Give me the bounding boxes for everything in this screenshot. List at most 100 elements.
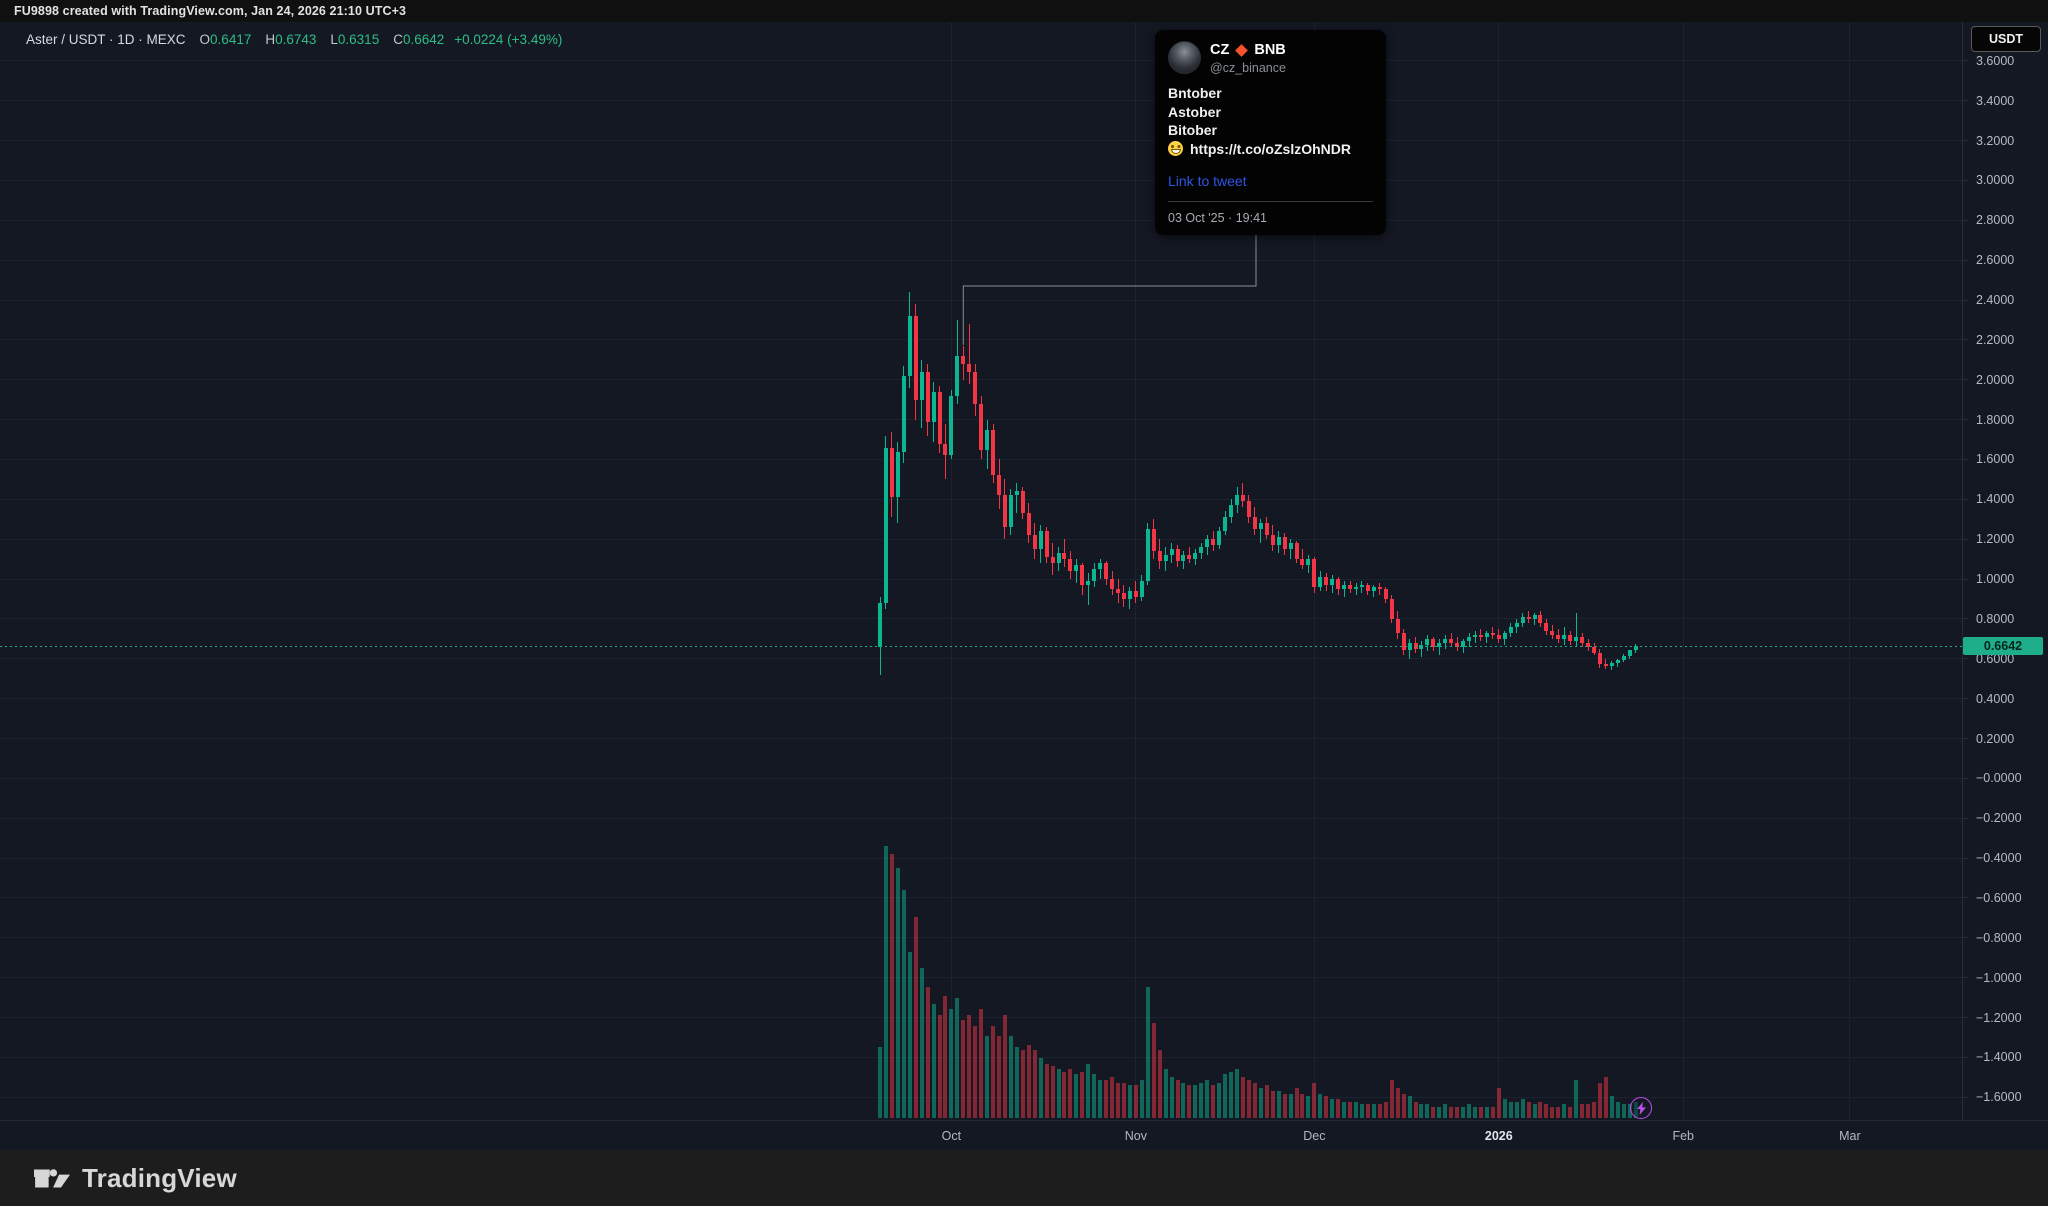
- candle-body: [1496, 634, 1501, 639]
- volume-bar: [1068, 1069, 1073, 1118]
- chart-canvas[interactable]: [0, 22, 1962, 1150]
- volume-bar: [1044, 1063, 1049, 1118]
- volume-bar: [1597, 1082, 1602, 1118]
- candle-body: [1032, 535, 1037, 550]
- volume-bar: [1580, 1104, 1585, 1118]
- link-to-tweet[interactable]: Link to tweet: [1168, 173, 1247, 189]
- candle-body: [1633, 646, 1638, 651]
- volume-bar: [1246, 1079, 1251, 1118]
- candle-wick: [1355, 583, 1357, 595]
- price-tick-label: −1.4000: [1976, 1050, 2022, 1065]
- change-readout: +0.0224 (+3.49%): [454, 32, 563, 47]
- candle-body: [1502, 632, 1507, 639]
- candle-body: [979, 403, 984, 450]
- volume-bar: [1556, 1107, 1561, 1118]
- grid-line-horizontal: [0, 698, 1962, 700]
- chart-area[interactable]: 3.6000 3.4000 3.2000 3.0000 2.8000 2.6000 2.40…: [0, 22, 2048, 1151]
- tradingview-logo[interactable]: TradingView: [34, 1163, 237, 1194]
- price-tick-mark: [1963, 1017, 1968, 1019]
- volume-bar: [943, 995, 948, 1118]
- grid-line-horizontal: [0, 60, 1962, 62]
- ohlc-close: C0.6642: [393, 32, 445, 47]
- candle-body: [1330, 579, 1335, 586]
- candle-body: [1193, 553, 1198, 560]
- volume-bar: [1294, 1088, 1299, 1118]
- volume-bar: [1496, 1088, 1501, 1118]
- time-axis-label: Feb: [1672, 1129, 1695, 1143]
- volume-bar: [1038, 1058, 1043, 1118]
- volume-bar: [1354, 1101, 1358, 1118]
- volume-bar: [1615, 1101, 1620, 1118]
- candle-body: [1240, 495, 1245, 502]
- grid-line-horizontal: [0, 219, 1962, 221]
- grid-line-horizontal: [0, 977, 1962, 979]
- volume-bar: [1121, 1082, 1126, 1118]
- grid-line-horizontal: [0, 738, 1962, 740]
- volume-bar: [1116, 1082, 1120, 1118]
- volume-bar: [1270, 1090, 1275, 1118]
- volume-bar: [1538, 1101, 1543, 1118]
- candle-body: [1371, 587, 1376, 592]
- candle-body: [1324, 577, 1329, 586]
- price-axis[interactable]: 3.6000 3.4000 3.2000 3.0000 2.8000 2.6000 2.40…: [1962, 22, 2048, 1120]
- currency-toggle-button[interactable]: USDT: [1971, 26, 2041, 52]
- candle-body: [1288, 543, 1293, 550]
- volume-bar: [889, 854, 894, 1118]
- price-tick-mark: [1963, 498, 1968, 500]
- price-tick-label: 3.6000: [1976, 53, 2015, 68]
- volume-bar: [1443, 1104, 1448, 1118]
- volume-bar: [1401, 1093, 1406, 1118]
- volume-bar: [1098, 1079, 1103, 1118]
- volume-bar: [919, 968, 924, 1118]
- candle-body: [1127, 591, 1132, 599]
- candle-body: [1478, 634, 1483, 637]
- tweet-text-line: Bitober: [1168, 122, 1217, 138]
- volume-bar: [1020, 1050, 1025, 1118]
- candle-body: [1514, 622, 1519, 627]
- volume-bar: [1092, 1074, 1097, 1118]
- candle-body: [985, 429, 990, 450]
- tweet-url[interactable]: https://t.co/oZslzOhNDR: [1190, 140, 1351, 157]
- candle-body: [1080, 565, 1085, 586]
- candle-body: [1092, 569, 1097, 582]
- candle-body: [1175, 549, 1180, 562]
- volume-bar: [1609, 1096, 1614, 1118]
- candle-body: [1050, 557, 1055, 564]
- candle-body: [1342, 585, 1347, 590]
- candle-body: [991, 429, 996, 476]
- watermark-text: FU9898 created with TradingView.com, Jan…: [14, 4, 407, 18]
- price-tick-label: 1.2000: [1976, 532, 2015, 547]
- candle-body: [1431, 638, 1436, 647]
- price-tick-mark: [1963, 817, 1968, 819]
- volume-bar: [1586, 1104, 1591, 1118]
- lightning-marker-icon[interactable]: [1630, 1097, 1652, 1119]
- candle-body: [943, 443, 948, 456]
- volume-bar: [979, 1009, 984, 1118]
- volume-bar: [1282, 1093, 1287, 1118]
- volume-bar: [1336, 1098, 1341, 1118]
- tradingview-logo-icon: [34, 1168, 70, 1187]
- price-tick-mark: [1963, 897, 1968, 899]
- price-tick-mark: [1963, 179, 1968, 181]
- symbol-title[interactable]: Aster / USDT · 1D · MEXC: [26, 32, 186, 47]
- last-price-label: 0.6642: [1963, 637, 2043, 655]
- tweet-body: Bntober Astober Bitober https://t.co/oZs…: [1168, 84, 1373, 158]
- volume-bar: [1240, 1077, 1245, 1118]
- price-tick-label: 1.4000: [1976, 492, 2015, 507]
- volume-bar: [931, 1003, 936, 1118]
- volume-bar: [1050, 1066, 1055, 1118]
- time-axis[interactable]: Oct Nov Dec 2026 Feb Mar: [0, 1120, 2048, 1151]
- tweet-annotation-tooltip[interactable]: CZ BNB @cz_binance Bntober Astober Bitob…: [1155, 30, 1386, 235]
- grid-line-horizontal: [0, 299, 1962, 301]
- price-tick-label: 2.8000: [1976, 213, 2015, 228]
- candle-wick: [1099, 559, 1101, 580]
- volume-bar: [973, 1025, 978, 1118]
- footer-bar: TradingView: [0, 1150, 2048, 1206]
- ohlc-low: L0.6315: [330, 32, 380, 47]
- grid-line-horizontal: [0, 777, 1962, 779]
- candle-wick: [1087, 573, 1089, 605]
- volume-bar: [1306, 1096, 1311, 1118]
- candle-body: [937, 391, 942, 444]
- candle-body: [1205, 539, 1210, 548]
